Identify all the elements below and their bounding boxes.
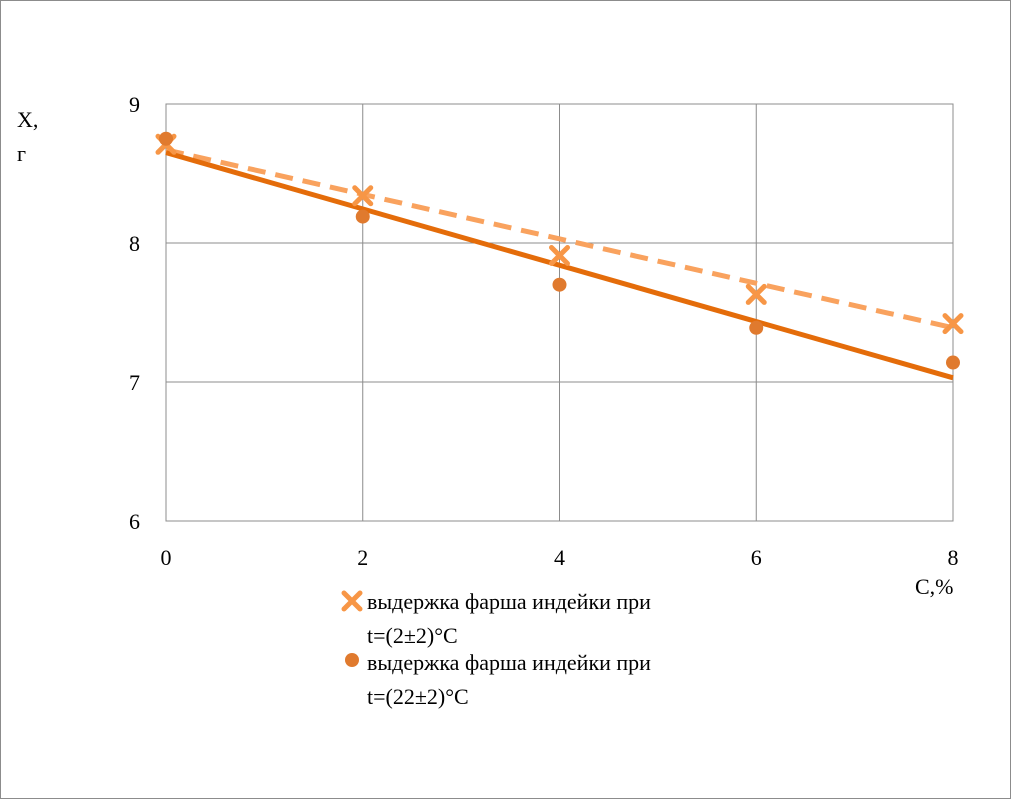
legend-marker-series-1 — [341, 590, 363, 612]
data-point-circle — [552, 277, 567, 292]
legend-marker-series-2 — [345, 653, 359, 667]
x-tick-label: 0 — [161, 545, 172, 570]
x-marker-stroke — [352, 185, 374, 207]
data-points — [155, 131, 964, 370]
x-tick-label: 8 — [948, 545, 959, 570]
legend-label-series-1-line-1: выдержка фарша индейки при — [367, 589, 651, 614]
x-axis-label: C,% — [915, 574, 954, 599]
x-marker-stroke — [942, 313, 964, 335]
x-tick-label: 2 — [357, 545, 368, 570]
legend-label-series-2-line-1: выдержка фарша индейки при — [367, 650, 651, 675]
x-tick-label: 6 — [751, 545, 762, 570]
data-point-circle — [749, 320, 764, 335]
trendline-series-2 — [165, 150, 954, 381]
y-axis-label-line-2: г — [17, 141, 26, 166]
y-tick-label: 7 — [129, 370, 140, 395]
grid — [165, 103, 954, 522]
data-point-circle — [355, 209, 370, 224]
legend: выдержка фарша индейки при t=(2±2)°С выд… — [341, 589, 651, 709]
data-point-x-marker — [549, 245, 570, 267]
y-tick-label: 8 — [129, 231, 140, 256]
data-point-x-marker — [745, 283, 767, 305]
data-point-circle — [159, 131, 173, 146]
y-axis-label-line-1: X, — [17, 107, 38, 132]
x-marker-stroke — [549, 245, 570, 267]
legend-label-series-1-line-2: t=(2±2)°С — [367, 623, 458, 648]
trendlines — [165, 147, 954, 381]
data-point-circle — [946, 355, 960, 370]
y-tick-label: 9 — [129, 92, 140, 117]
x-marker-stroke — [745, 283, 767, 305]
data-point-x-marker — [352, 185, 374, 207]
x-tick-label: 4 — [554, 545, 565, 570]
tick-labels: 0 2 4 6 8 6 7 8 9 — [129, 92, 959, 570]
y-tick-label: 6 — [129, 509, 140, 534]
trendline-series-1 — [165, 147, 954, 331]
legend-label-series-2-line-2: t=(22±2)°С — [367, 684, 469, 709]
data-point-x-marker — [942, 313, 964, 335]
